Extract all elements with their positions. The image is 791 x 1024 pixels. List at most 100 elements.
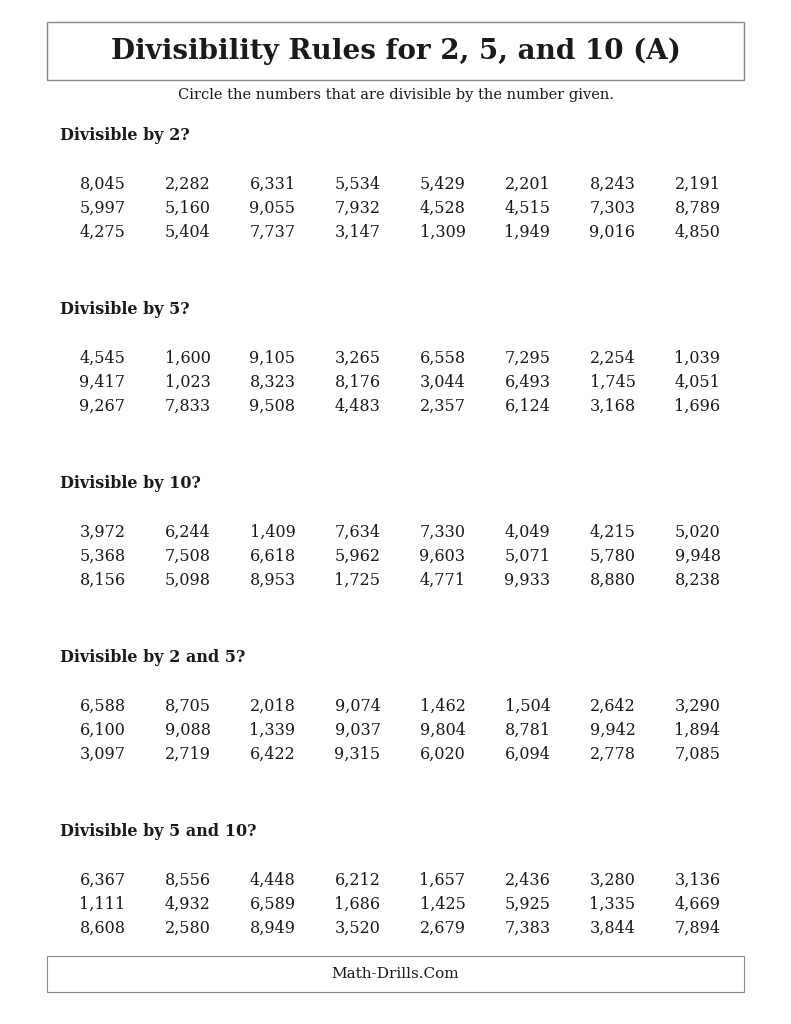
Text: 1,894: 1,894 bbox=[675, 722, 721, 738]
Text: 8,781: 8,781 bbox=[505, 722, 551, 738]
Text: 1,600: 1,600 bbox=[165, 349, 210, 367]
Text: Circle the numbers that are divisible by the number given.: Circle the numbers that are divisible by… bbox=[177, 88, 614, 102]
Text: 2,018: 2,018 bbox=[250, 697, 295, 715]
Text: 2,719: 2,719 bbox=[165, 745, 210, 763]
Text: 9,942: 9,942 bbox=[589, 722, 635, 738]
Text: 9,037: 9,037 bbox=[335, 722, 380, 738]
Text: 3,972: 3,972 bbox=[80, 523, 126, 541]
Text: 2,679: 2,679 bbox=[419, 920, 465, 937]
Text: 1,686: 1,686 bbox=[335, 896, 380, 912]
Text: 6,422: 6,422 bbox=[250, 745, 295, 763]
Text: 4,545: 4,545 bbox=[80, 349, 126, 367]
Text: 7,737: 7,737 bbox=[249, 223, 296, 241]
Text: 8,238: 8,238 bbox=[675, 571, 721, 589]
Text: Divisible by 10?: Divisible by 10? bbox=[60, 474, 201, 492]
Text: 6,589: 6,589 bbox=[249, 896, 296, 912]
Text: Divisibility Rules for 2, 5, and 10 (A): Divisibility Rules for 2, 5, and 10 (A) bbox=[111, 37, 680, 65]
Text: 8,880: 8,880 bbox=[589, 571, 635, 589]
Text: 4,528: 4,528 bbox=[419, 200, 465, 216]
Text: 8,953: 8,953 bbox=[249, 571, 296, 589]
Text: 3,168: 3,168 bbox=[589, 397, 635, 415]
Text: Math-Drills.Com: Math-Drills.Com bbox=[331, 967, 460, 981]
Text: 7,932: 7,932 bbox=[335, 200, 380, 216]
Text: 7,634: 7,634 bbox=[335, 523, 380, 541]
Text: 5,368: 5,368 bbox=[79, 548, 126, 564]
Text: 4,932: 4,932 bbox=[165, 896, 210, 912]
Text: 5,780: 5,780 bbox=[589, 548, 635, 564]
Text: 2,357: 2,357 bbox=[419, 397, 465, 415]
Text: 1,335: 1,335 bbox=[589, 896, 635, 912]
Text: 6,212: 6,212 bbox=[335, 871, 380, 889]
Text: 7,833: 7,833 bbox=[165, 397, 210, 415]
Text: 6,558: 6,558 bbox=[419, 349, 466, 367]
Text: 3,097: 3,097 bbox=[80, 745, 126, 763]
Text: 5,160: 5,160 bbox=[165, 200, 210, 216]
Text: 5,429: 5,429 bbox=[419, 175, 465, 193]
Text: 8,323: 8,323 bbox=[249, 374, 296, 390]
Text: 9,016: 9,016 bbox=[589, 223, 635, 241]
Text: Divisible by 2?: Divisible by 2? bbox=[60, 127, 190, 143]
Text: 9,603: 9,603 bbox=[419, 548, 465, 564]
Text: 8,045: 8,045 bbox=[80, 175, 126, 193]
Text: 7,383: 7,383 bbox=[505, 920, 551, 937]
Text: 9,315: 9,315 bbox=[335, 745, 380, 763]
Text: 3,520: 3,520 bbox=[335, 920, 380, 937]
Text: 4,669: 4,669 bbox=[675, 896, 721, 912]
Text: 9,933: 9,933 bbox=[505, 571, 551, 589]
Text: 3,290: 3,290 bbox=[675, 697, 721, 715]
Text: 1,409: 1,409 bbox=[250, 523, 295, 541]
Text: 1,725: 1,725 bbox=[335, 571, 380, 589]
Text: 7,295: 7,295 bbox=[505, 349, 551, 367]
Text: 5,534: 5,534 bbox=[335, 175, 380, 193]
Text: 1,425: 1,425 bbox=[419, 896, 465, 912]
Text: 1,462: 1,462 bbox=[419, 697, 465, 715]
Text: 7,085: 7,085 bbox=[675, 745, 721, 763]
Text: 3,265: 3,265 bbox=[335, 349, 380, 367]
Text: Divisible by 5?: Divisible by 5? bbox=[60, 300, 190, 317]
Text: 8,243: 8,243 bbox=[589, 175, 635, 193]
Text: 6,367: 6,367 bbox=[79, 871, 126, 889]
Text: 1,339: 1,339 bbox=[249, 722, 296, 738]
Text: 2,282: 2,282 bbox=[165, 175, 210, 193]
Text: 7,330: 7,330 bbox=[419, 523, 465, 541]
Text: Divisible by 5 and 10?: Divisible by 5 and 10? bbox=[60, 822, 256, 840]
Text: 9,804: 9,804 bbox=[419, 722, 465, 738]
Text: 7,303: 7,303 bbox=[589, 200, 635, 216]
Text: 9,267: 9,267 bbox=[80, 397, 126, 415]
Text: 5,020: 5,020 bbox=[675, 523, 721, 541]
Text: 9,508: 9,508 bbox=[249, 397, 296, 415]
Text: 5,404: 5,404 bbox=[165, 223, 210, 241]
Text: 6,331: 6,331 bbox=[249, 175, 296, 193]
Text: 8,156: 8,156 bbox=[79, 571, 126, 589]
Text: 4,049: 4,049 bbox=[505, 523, 551, 541]
Text: Divisible by 2 and 5?: Divisible by 2 and 5? bbox=[60, 648, 245, 666]
Text: 2,642: 2,642 bbox=[589, 697, 635, 715]
Text: 2,254: 2,254 bbox=[589, 349, 635, 367]
Text: 7,894: 7,894 bbox=[675, 920, 721, 937]
Text: 8,608: 8,608 bbox=[80, 920, 126, 937]
Text: 6,124: 6,124 bbox=[505, 397, 551, 415]
Text: 4,215: 4,215 bbox=[589, 523, 635, 541]
Bar bbox=[47, 956, 744, 992]
Text: 8,789: 8,789 bbox=[675, 200, 721, 216]
Text: 2,191: 2,191 bbox=[675, 175, 721, 193]
Text: 4,771: 4,771 bbox=[419, 571, 465, 589]
Text: 5,071: 5,071 bbox=[505, 548, 551, 564]
Text: 9,088: 9,088 bbox=[165, 722, 210, 738]
Text: 8,176: 8,176 bbox=[335, 374, 380, 390]
Text: 1,111: 1,111 bbox=[79, 896, 126, 912]
Text: 2,201: 2,201 bbox=[505, 175, 551, 193]
Text: 1,696: 1,696 bbox=[675, 397, 721, 415]
Text: 1,745: 1,745 bbox=[589, 374, 635, 390]
Text: 9,948: 9,948 bbox=[675, 548, 721, 564]
Text: 3,147: 3,147 bbox=[335, 223, 380, 241]
Text: 4,483: 4,483 bbox=[335, 397, 380, 415]
Text: 2,436: 2,436 bbox=[505, 871, 551, 889]
Text: 9,105: 9,105 bbox=[249, 349, 296, 367]
Text: 3,844: 3,844 bbox=[589, 920, 635, 937]
Bar bbox=[47, 22, 744, 80]
Text: 6,493: 6,493 bbox=[505, 374, 551, 390]
Text: 5,098: 5,098 bbox=[165, 571, 210, 589]
Text: 9,074: 9,074 bbox=[335, 697, 380, 715]
Text: 1,309: 1,309 bbox=[419, 223, 465, 241]
